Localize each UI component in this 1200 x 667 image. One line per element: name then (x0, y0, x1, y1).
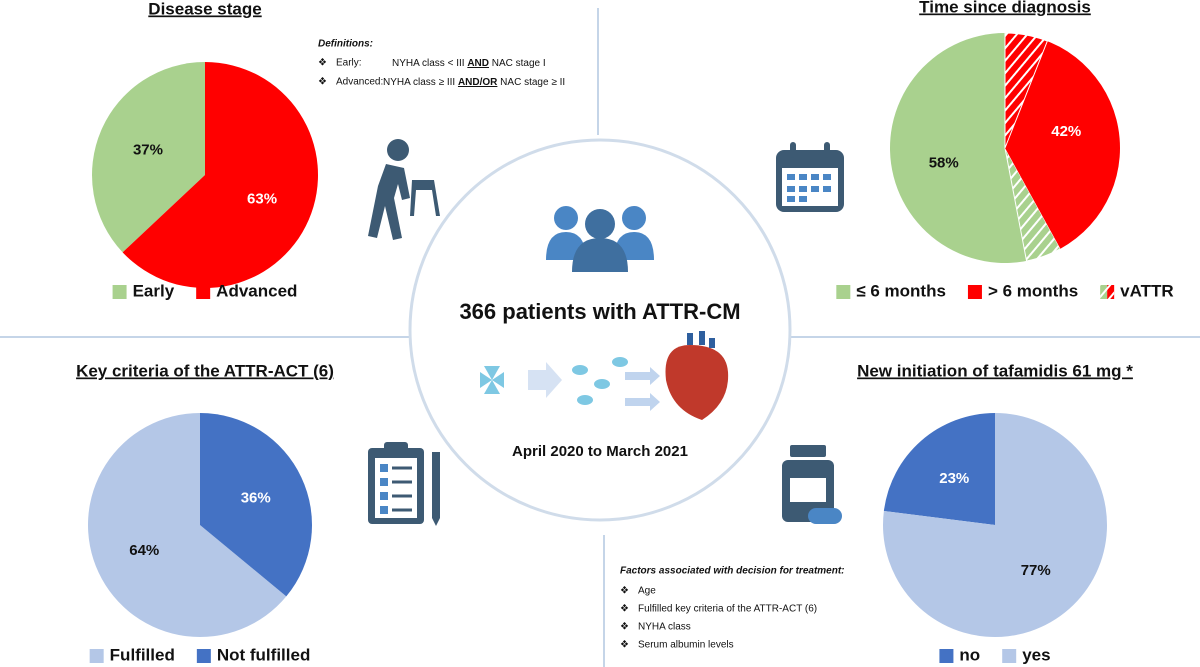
factor-item: NYHA class (638, 622, 691, 633)
definition-part: NYHA class ≥ III (383, 77, 458, 88)
pie-slice (91, 62, 205, 253)
legend-swatch (1100, 285, 1115, 299)
pie-slice (87, 413, 287, 637)
pie-slice (1005, 33, 1120, 249)
checklist-icon (368, 442, 440, 526)
definition-label: Early: (336, 58, 362, 69)
legend-swatch (967, 285, 982, 299)
bullet: ❖ (620, 604, 629, 615)
legend: no yes (939, 645, 1051, 664)
calendar-icon (776, 142, 844, 212)
value-label: 42% (1051, 123, 1081, 140)
chart-title: Time since diagnosis (919, 0, 1091, 16)
legend-label: Early (133, 281, 175, 300)
definition-part: NAC stage I (489, 58, 546, 69)
legend-swatch (196, 285, 211, 299)
definition-label: Advanced: (336, 77, 383, 88)
legend-swatch (112, 285, 127, 299)
value-label: 23% (939, 470, 969, 487)
bullet: ❖ (318, 77, 327, 88)
pie-slice (883, 413, 1108, 637)
hatched-slice (1004, 147, 1062, 262)
definition-part: NAC stage ≥ II (497, 77, 565, 88)
chart-title: Key criteria of the ATTR-ACT (6) (76, 361, 334, 380)
legend-swatch (836, 285, 851, 299)
center-circle (408, 138, 792, 522)
value-label: 63% (247, 191, 277, 208)
definition-part: NYHA class < III (392, 58, 467, 69)
chart-title: Disease stage (148, 0, 261, 18)
value-label: 36% (241, 490, 271, 507)
definitions-title: Definitions: (318, 39, 373, 50)
process-icon (480, 331, 729, 420)
bullet: ❖ (318, 58, 327, 69)
value-label: 37% (133, 141, 163, 158)
hatched-slice (1004, 32, 1048, 149)
definition-text: NYHA class < III AND NAC stage I (392, 58, 546, 69)
definitions: Definitions: ❖ Early: NYHA class < III AND … (318, 39, 565, 88)
dividers (0, 8, 1200, 667)
value-label: 64% (129, 542, 159, 559)
value-label: 58% (929, 155, 959, 172)
pill-bottle-icon (782, 445, 842, 524)
factors: Factors associated with decision for tre… (620, 566, 845, 651)
definition-part: AND (467, 58, 489, 69)
value-label: 77% (1021, 562, 1051, 579)
definition-part: AND/OR (458, 77, 498, 88)
factor-item: Fulfilled key criteria of the ATTR-ACT (… (638, 604, 817, 615)
factor-item: Serum albumin levels (638, 640, 734, 651)
legend: Early Advanced (112, 281, 297, 300)
factors-title: Factors associated with decision for tre… (620, 566, 845, 577)
legend-swatch (196, 649, 211, 663)
legend-label: Advanced (216, 281, 297, 300)
legend-label: Fulfilled (110, 645, 175, 664)
legend-label: ≤ 6 months (856, 281, 946, 300)
definition-text: NYHA class ≥ III AND/OR NAC stage ≥ II (383, 77, 565, 88)
bullet: ❖ (620, 586, 629, 597)
legend-swatch (939, 649, 954, 663)
legend-label: yes (1022, 645, 1050, 664)
pie-slice (122, 62, 318, 288)
legend: ≤ 6 months > 6 months vATTR (836, 281, 1174, 300)
legend-label: vATTR (1120, 281, 1174, 300)
bullet: ❖ (620, 622, 629, 633)
center-period: April 2020 to March 2021 (512, 443, 688, 460)
factor-item: Age (638, 586, 656, 597)
legend-swatch (1002, 649, 1017, 663)
legend-swatch (89, 649, 104, 663)
legend-label: > 6 months (988, 281, 1078, 300)
legend: Fulfilled Not fulfilled (89, 645, 310, 664)
walker-icon (368, 139, 440, 240)
legend-label: Not fulfilled (217, 645, 310, 664)
chart-title: New initiation of tafamidis 61 mg * (857, 361, 1133, 380)
bullet: ❖ (620, 640, 629, 651)
center-title: 366 patients with ATTR-CM (459, 299, 740, 324)
pie-slice (883, 413, 995, 525)
legend-label: no (959, 645, 980, 664)
pie-slice (200, 413, 312, 597)
people-icon (546, 206, 654, 272)
